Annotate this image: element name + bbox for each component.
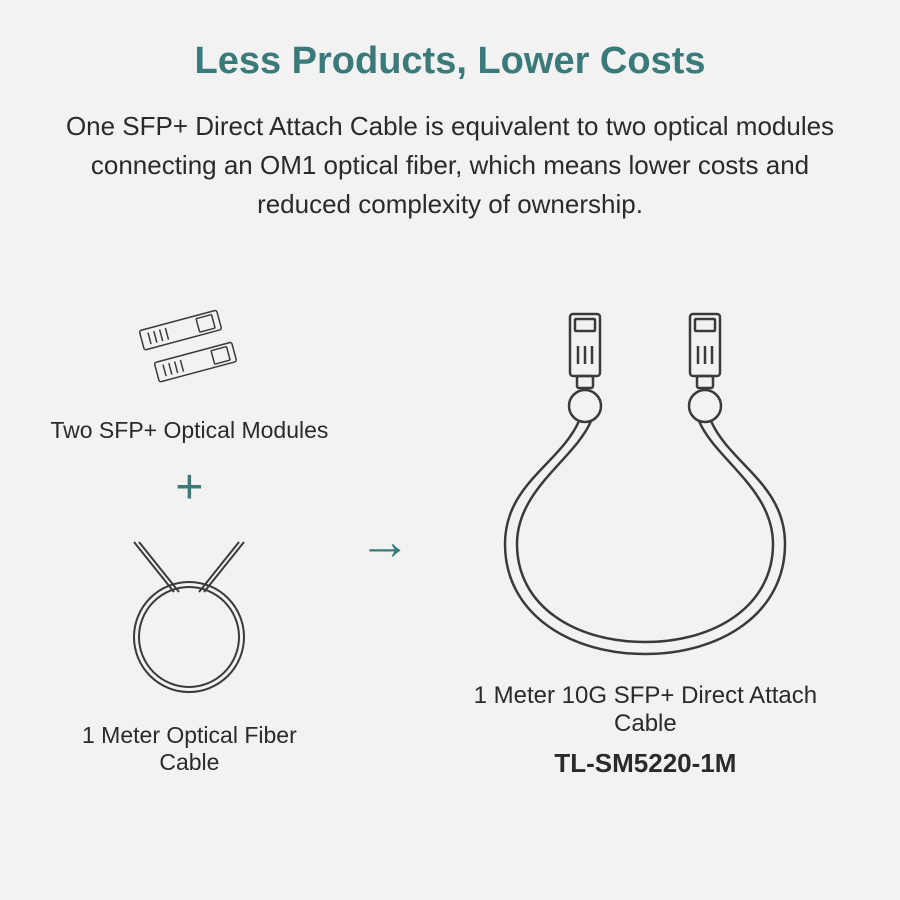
fiber-label: 1 Meter Optical Fiber Cable [50, 722, 329, 776]
left-column: Two SFP+ Optical Modules + 1 Meter Optic… [50, 307, 329, 776]
modules-label: Two SFP+ Optical Modules [50, 417, 328, 444]
page-description: One SFP+ Direct Attach Cable is equivale… [50, 107, 850, 224]
page-title: Less Products, Lower Costs [50, 40, 850, 83]
product-label: 1 Meter 10G SFP+ Direct Attach Cable [441, 682, 850, 738]
right-column: 1 Meter 10G SFP+ Direct Attach Cable TL-… [441, 304, 850, 779]
dac-cable-icon [475, 304, 815, 664]
sfp-modules-icon [114, 307, 264, 397]
plus-icon: + [175, 464, 203, 512]
fiber-cable-icon [99, 532, 279, 702]
comparison-diagram: Two SFP+ Optical Modules + 1 Meter Optic… [50, 304, 850, 779]
arrow-icon: → [359, 512, 411, 572]
product-model: TL-SM5220-1M [554, 748, 736, 779]
